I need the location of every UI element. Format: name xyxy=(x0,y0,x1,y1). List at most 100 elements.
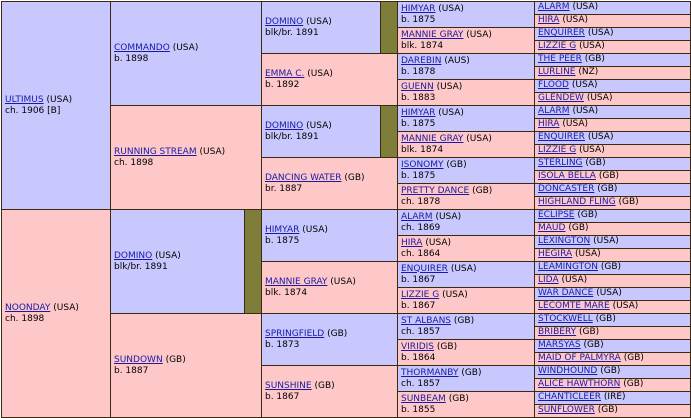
pedigree-cell-gen1: ULTIMUS (USA) ch. 1906 [B] xyxy=(1,1,111,210)
horse-name-link[interactable]: ISONOMY xyxy=(401,159,444,170)
horse-name-link[interactable]: ALARM xyxy=(538,2,570,12)
horse-name-link[interactable]: ALARM xyxy=(538,106,570,116)
horse-entry: DONCASTER (GB) xyxy=(538,184,687,195)
horse-name-link[interactable]: BRIBERY xyxy=(538,327,577,337)
horse-name-link[interactable]: VIRIDIS xyxy=(401,341,435,352)
horse-name-link[interactable]: ISOLA BELLA xyxy=(538,171,596,181)
horse-info: b. 1875 xyxy=(265,235,300,246)
horse-name-link[interactable]: LEXINGTON xyxy=(538,236,591,246)
pedigree-cell-gen5: STOCKWELL (GB) xyxy=(534,313,691,327)
horse-name-link[interactable]: DOMINO xyxy=(114,250,153,261)
horse-name-link[interactable]: ENQUIRER xyxy=(401,263,448,274)
horse-country: (NZ) xyxy=(578,67,599,77)
horse-name-link[interactable]: MAID OF PALMYRA xyxy=(538,353,621,363)
horse-name-link[interactable]: STERLING xyxy=(538,158,583,168)
horse-entry: ALICE HAWTHORN (GB) xyxy=(538,379,687,390)
horse-name-link[interactable]: HIRA xyxy=(401,237,423,248)
horse-name-link[interactable]: ECLIPSE xyxy=(538,210,575,220)
horse-name-link[interactable]: LIZZIE G xyxy=(538,41,577,51)
horse-entry: ULTIMUS (USA) xyxy=(5,95,107,106)
horse-name-link[interactable]: SUNDOWN xyxy=(114,354,163,365)
horse-country: (USA) xyxy=(306,16,332,27)
horse-name-link[interactable]: GLENDEW xyxy=(538,93,584,103)
horse-country: (USA) xyxy=(593,236,619,246)
horse-name-link[interactable]: LIZZIE G xyxy=(538,145,577,155)
horse-name-link[interactable]: MANNIE GRAY xyxy=(265,276,328,287)
horse-country: (GB) xyxy=(344,172,365,183)
horse-name-link[interactable]: DANCING WATER xyxy=(265,172,342,183)
horse-name-link[interactable]: THORMANBY xyxy=(401,367,459,378)
pedigree-cell-gen5: STERLING (GB) xyxy=(534,157,691,171)
horse-entry: ENQUIRER (USA) xyxy=(401,264,531,275)
horse-name-link[interactable]: ULTIMUS xyxy=(5,94,44,105)
horse-name-link[interactable]: FLOOD xyxy=(538,80,569,90)
horse-name-link[interactable]: LECOMTE MARE xyxy=(538,301,610,311)
horse-info: br. 1887 xyxy=(265,183,303,194)
horse-name-link[interactable]: DAREBIN xyxy=(401,55,442,66)
horse-country: (GB) xyxy=(472,185,493,196)
horse-name-link[interactable]: HIRA xyxy=(538,15,560,25)
horse-name-link[interactable]: ST ALBANS xyxy=(401,315,452,326)
horse-name-link[interactable]: STOCKWELL xyxy=(538,314,593,324)
horse-name-link[interactable]: NOONDAY xyxy=(5,302,51,313)
horse-name-link[interactable]: ALARM xyxy=(401,211,433,222)
horse-info: b. 1864 xyxy=(401,352,436,363)
horse-country: (AUS) xyxy=(444,55,470,66)
horse-country: (USA) xyxy=(436,81,463,92)
horse-name-link[interactable]: MANNIE GRAY xyxy=(401,133,464,144)
horse-name-link[interactable]: HEGIRA xyxy=(538,249,573,259)
pedigree-cell-gen3: DANCING WATER (GB) br. 1887 xyxy=(261,157,398,210)
horse-country: (GB) xyxy=(583,340,604,350)
horse-country: (USA) xyxy=(438,107,464,118)
horse-entry: MARSYAS (GB) xyxy=(538,340,687,351)
horse-name-link[interactable]: GUENN xyxy=(401,81,434,92)
horse-name-link[interactable]: ALICE HAWTHORN xyxy=(538,379,621,389)
horse-name-link[interactable]: DOMINO xyxy=(265,16,304,27)
horse-name-link[interactable]: HIMYAR xyxy=(401,107,436,118)
horse-info: b. 1892 xyxy=(265,79,300,90)
horse-country: (USA) xyxy=(307,68,333,79)
pedigree-cell-gen2: COMMANDO (USA) b. 1898 xyxy=(110,1,262,106)
horse-name-link[interactable]: HIGHLAND FLING xyxy=(538,197,616,207)
horse-name-link[interactable]: HIMYAR xyxy=(265,224,300,235)
horse-name-link[interactable]: SPRINGFIELD xyxy=(265,328,325,339)
horse-name-link[interactable]: HIMYAR xyxy=(401,3,436,14)
pedigree-cell-gen5: ALARM (USA) xyxy=(534,1,691,15)
horse-name-link[interactable]: LEAMINGTON xyxy=(538,262,598,272)
horse-name-link[interactable]: SUNBEAM xyxy=(401,393,446,404)
horse-name-link[interactable]: ENQUIRER xyxy=(538,132,585,142)
horse-entry: DOMINO (USA) xyxy=(265,121,377,132)
horse-name-link[interactable]: LIDA xyxy=(538,275,559,285)
horse-name-link[interactable]: DOMINO xyxy=(265,120,304,131)
horse-name-link[interactable]: MANNIE GRAY xyxy=(401,29,464,40)
horse-name-link[interactable]: MARSYAS xyxy=(538,340,581,350)
horse-name-link[interactable]: DONCASTER xyxy=(538,184,595,194)
horse-name-link[interactable]: HIRA xyxy=(538,119,560,129)
horse-country: (GB) xyxy=(165,354,186,365)
horse-name-link[interactable]: SUNSHINE xyxy=(265,380,312,391)
horse-country: (USA) xyxy=(425,237,451,248)
horse-name-link[interactable]: COMMANDO xyxy=(114,42,170,53)
horse-name-link[interactable]: THE PEER xyxy=(538,54,582,64)
horse-name-link[interactable]: CHANTICLEER xyxy=(538,392,602,402)
horse-name-link[interactable]: WINDHOUND xyxy=(538,366,598,376)
pedigree-cell-gen4: GUENN (USA) b. 1883 xyxy=(397,79,535,106)
horse-country: (USA) xyxy=(575,249,601,259)
horse-name-link[interactable]: MAUD xyxy=(538,223,566,233)
pedigree-cell-gen5: LECOMTE MARE (USA) xyxy=(534,300,691,314)
horse-name-link[interactable]: PRETTY DANCE xyxy=(401,185,470,196)
horse-name-link[interactable]: ENQUIRER xyxy=(538,28,585,38)
horse-name-link[interactable]: WAR DANCE xyxy=(538,288,594,298)
horse-name-link[interactable]: SUNFLOWER xyxy=(538,405,595,415)
horse-name-link[interactable]: LIZZIE G xyxy=(401,289,440,300)
horse-name-link[interactable]: RUNNING STREAM xyxy=(114,146,197,157)
horse-entry: FLOOD (USA) xyxy=(538,80,687,91)
horse-entry: WAR DANCE (USA) xyxy=(538,288,687,299)
horse-entry: HIRA (USA) xyxy=(538,119,687,130)
pedigree-cell-gen5: ENQUIRER (USA) xyxy=(534,27,691,41)
horse-country: (GB) xyxy=(595,314,616,324)
horse-name-link[interactable]: EMMA C. xyxy=(265,68,305,79)
horse-name-link[interactable]: LURLINE xyxy=(538,67,576,77)
horse-country: (USA) xyxy=(330,276,356,287)
horse-country: (GB) xyxy=(623,353,644,363)
